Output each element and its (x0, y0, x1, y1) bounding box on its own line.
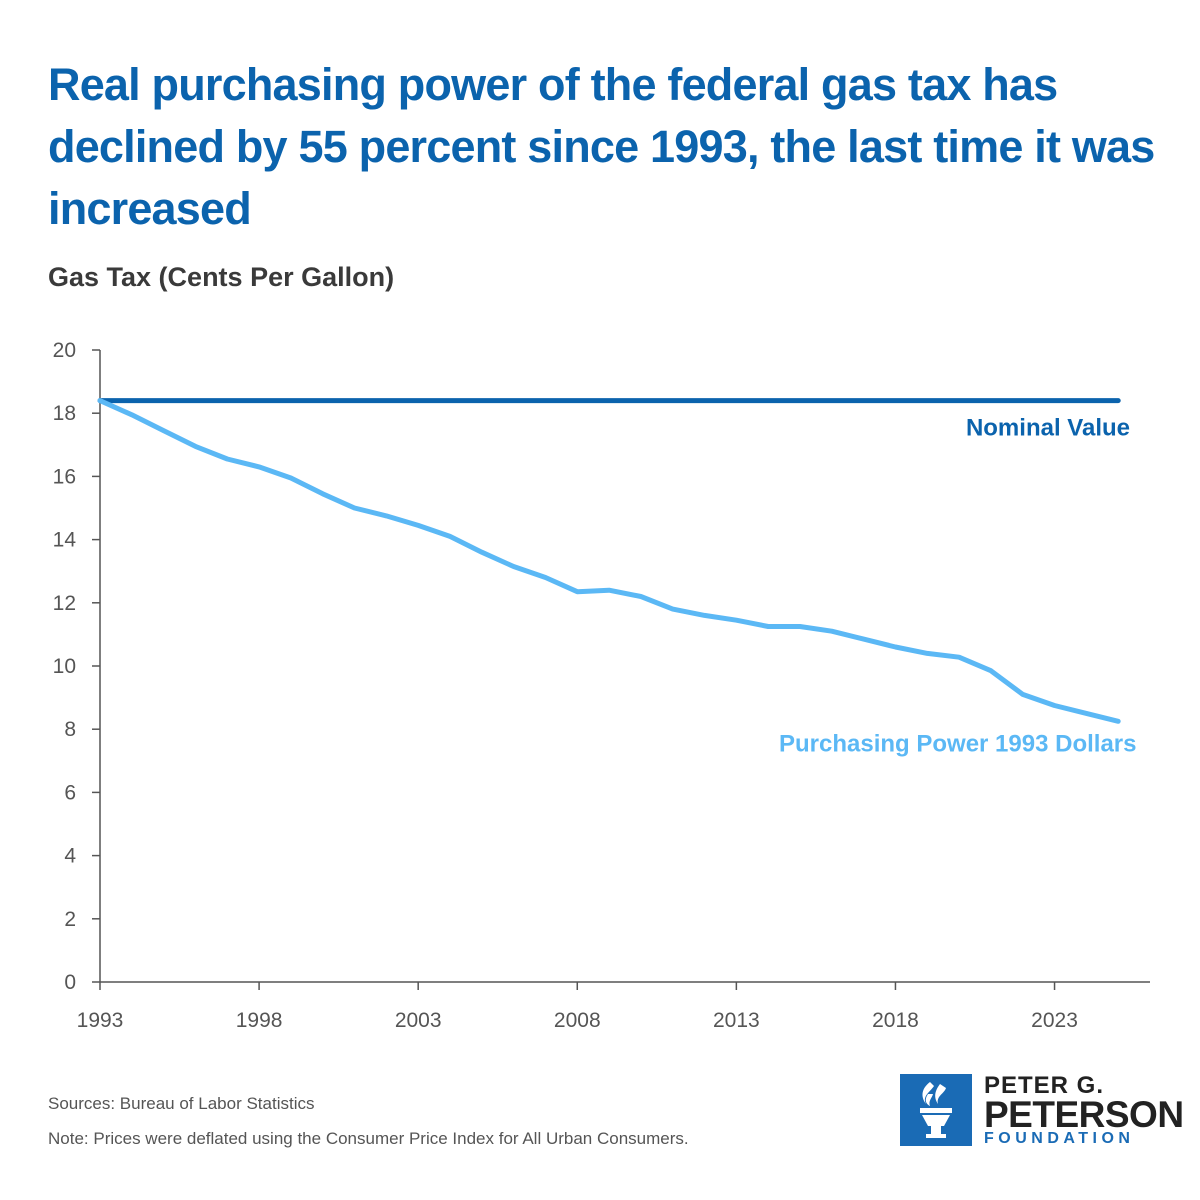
y-tick-label: 12 (53, 592, 76, 615)
x-tick-label: 2003 (395, 1009, 442, 1032)
torch-icon (900, 1074, 972, 1146)
y-tick-label: 20 (53, 339, 76, 362)
x-tick-label: 2008 (554, 1009, 601, 1032)
methodology-note: Note: Prices were deflated using the Con… (48, 1129, 689, 1148)
y-axis-label: Gas Tax (Cents Per Gallon) (48, 262, 395, 292)
peterson-foundation-logo: PETER G. PETERSON FOUNDATION (900, 1072, 1200, 1148)
y-tick-label: 10 (53, 655, 76, 678)
x-tick-label: 1998 (236, 1009, 283, 1032)
y-tick-label: 2 (64, 908, 76, 931)
sources-note: Sources: Bureau of Labor Statistics (48, 1094, 315, 1113)
y-tick-label: 8 (64, 718, 76, 741)
chart-title: Real purchasing power of the federal gas… (48, 59, 1155, 234)
x-tick-label: 2023 (1031, 1009, 1078, 1032)
y-tick-label: 18 (53, 402, 76, 425)
series-line-purchasing-power (97, 398, 1121, 724)
logo-text-line1: PETER G. (984, 1072, 1105, 1099)
y-tick-label: 14 (53, 529, 77, 552)
x-tick-label: 2013 (713, 1009, 760, 1032)
y-tick-label: 4 (64, 845, 76, 868)
logo-text-line2: PETERSON (984, 1094, 1184, 1135)
logo-text-line3: FOUNDATION (984, 1130, 1135, 1147)
series-label-nominal-value: Nominal Value (966, 415, 1130, 442)
line-chart: 0 2 4 6 8 10 12 14 16 18 20 1993 1998 2003 2008 2013 201… (53, 339, 1150, 1032)
series-label-purchasing-power: Purchasing Power 1993 Dollars (779, 730, 1136, 757)
x-tick-label: 2018 (872, 1009, 919, 1032)
y-tick-label: 6 (64, 781, 76, 804)
y-tick-label: 0 (64, 971, 76, 994)
x-tick-label: 1993 (77, 1009, 124, 1032)
y-tick-label: 16 (53, 465, 76, 488)
